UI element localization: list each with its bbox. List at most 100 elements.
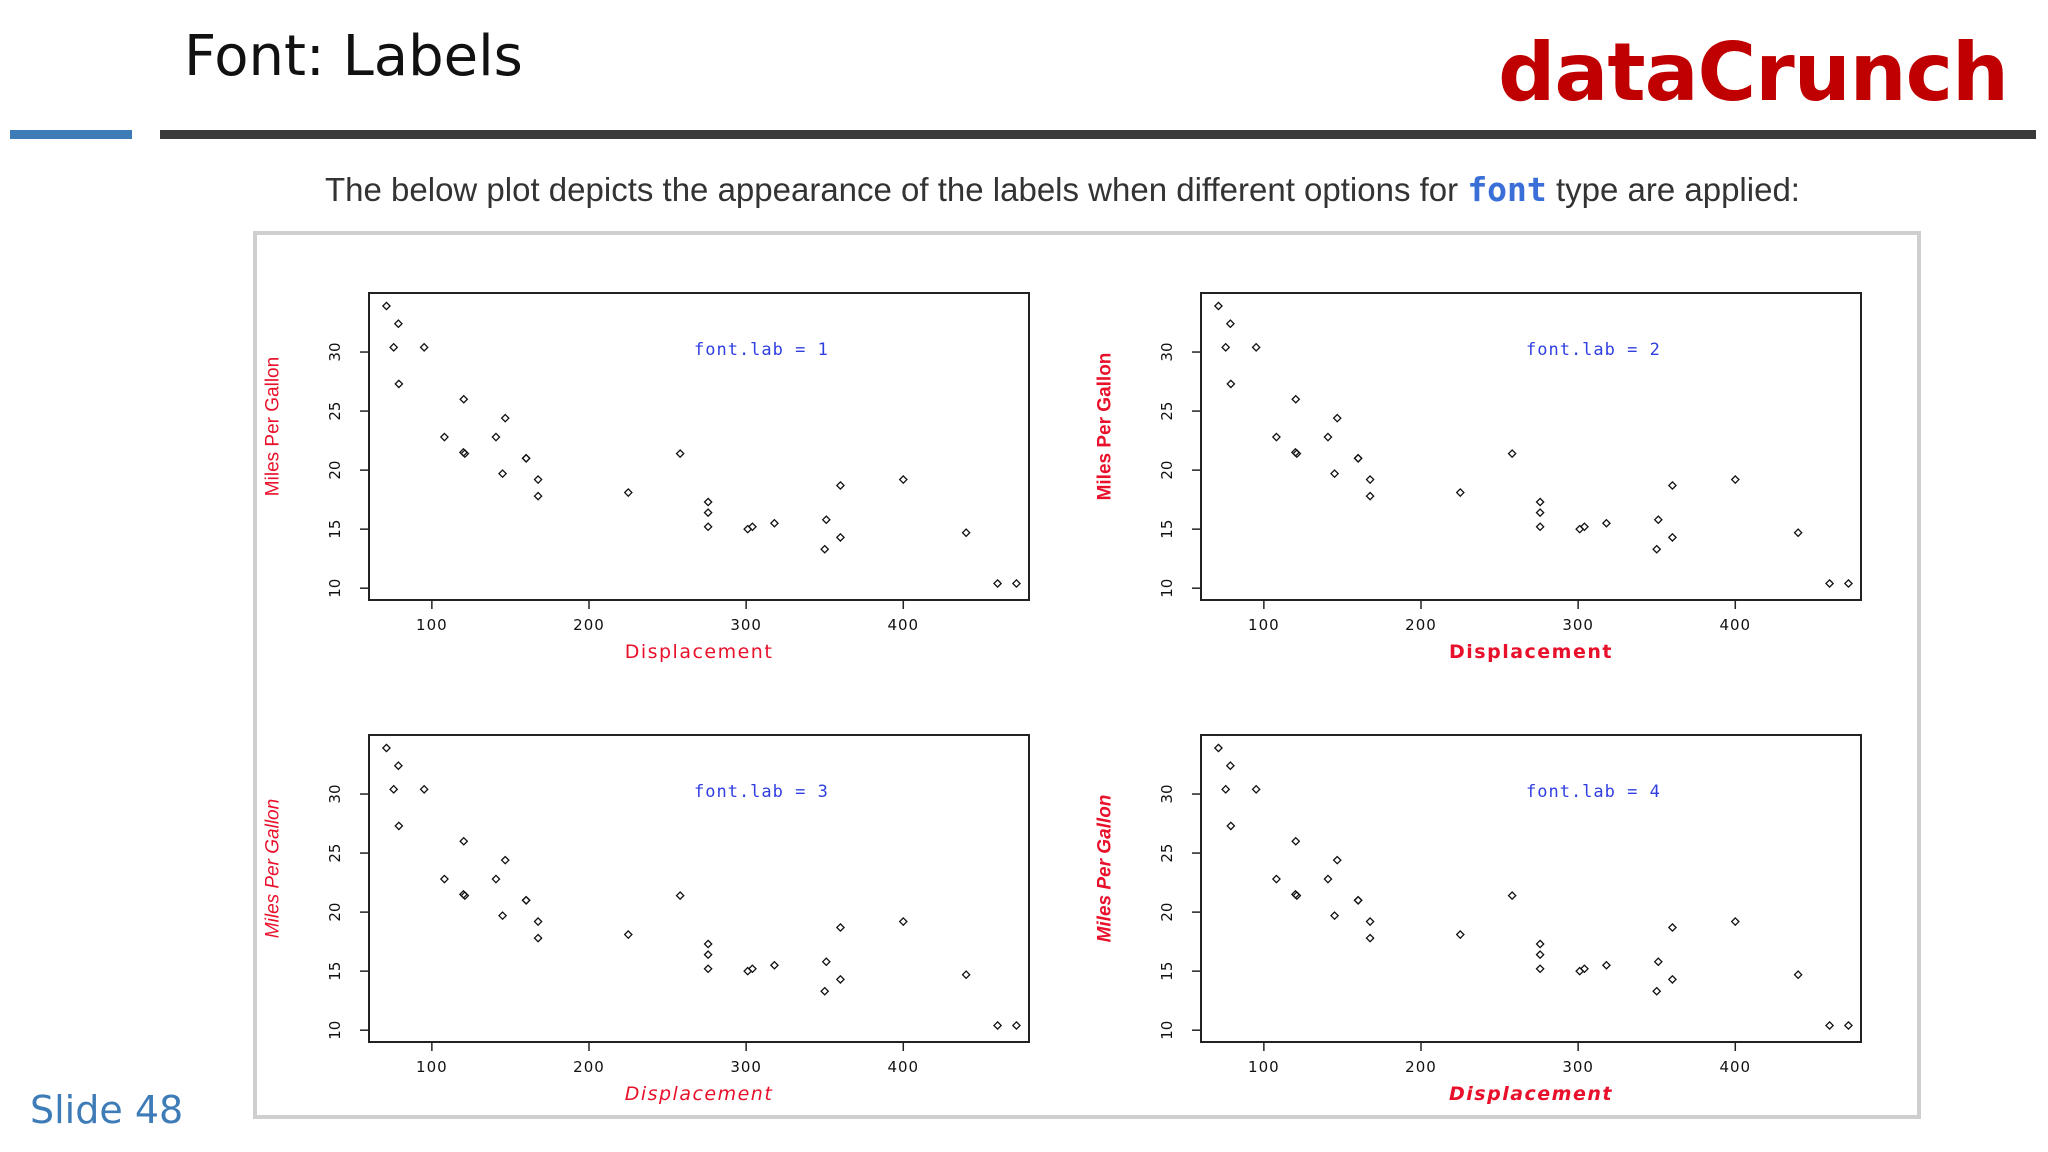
y-tick-label: 25 bbox=[326, 844, 344, 863]
data-point bbox=[498, 469, 508, 479]
data-point bbox=[1011, 578, 1021, 588]
data-point bbox=[1330, 469, 1340, 479]
data-point bbox=[1793, 528, 1803, 538]
intro-text-before: The below plot depicts the appearance of… bbox=[325, 171, 1459, 208]
plot-annotation: font.lab = 3 bbox=[694, 782, 829, 802]
data-point bbox=[460, 449, 470, 459]
y-tick-label: 25 bbox=[1158, 402, 1176, 421]
data-point bbox=[1226, 379, 1236, 389]
data-point bbox=[1653, 957, 1663, 967]
y-tick-label: 15 bbox=[326, 962, 344, 981]
data-point bbox=[500, 855, 510, 865]
data-point bbox=[835, 480, 845, 490]
data-point bbox=[703, 497, 713, 507]
x-tick-label: 100 bbox=[416, 616, 448, 634]
data-point bbox=[1323, 874, 1333, 884]
data-point bbox=[1221, 784, 1231, 794]
data-point bbox=[498, 911, 508, 921]
data-point bbox=[1535, 508, 1545, 518]
data-point bbox=[1579, 522, 1589, 532]
data-point bbox=[1575, 966, 1585, 976]
x-tick-label: 300 bbox=[730, 1058, 762, 1076]
data-point bbox=[419, 784, 429, 794]
x-tick-label: 400 bbox=[887, 616, 919, 634]
data-point bbox=[835, 974, 845, 984]
data-point bbox=[381, 743, 391, 753]
data-point bbox=[1292, 449, 1302, 459]
data-point bbox=[1601, 518, 1611, 528]
data-point bbox=[703, 522, 713, 532]
x-tick-label: 400 bbox=[1719, 616, 1751, 634]
x-axis-label: Displacement bbox=[1449, 1083, 1613, 1105]
y-tick-label: 10 bbox=[326, 1021, 344, 1040]
data-point bbox=[1507, 449, 1517, 459]
data-point bbox=[1843, 1020, 1853, 1030]
data-point bbox=[623, 488, 633, 498]
data-point bbox=[1535, 497, 1545, 507]
x-tick-label: 300 bbox=[730, 616, 762, 634]
data-point bbox=[743, 524, 753, 534]
data-point bbox=[389, 784, 399, 794]
y-tick-label: 20 bbox=[1158, 461, 1176, 480]
data-point bbox=[1011, 1020, 1021, 1030]
data-point bbox=[1353, 453, 1363, 463]
data-point bbox=[821, 515, 831, 525]
x-tick-label: 100 bbox=[416, 1058, 448, 1076]
data-point bbox=[394, 821, 404, 831]
data-point bbox=[1332, 855, 1342, 865]
data-point bbox=[835, 922, 845, 932]
data-point bbox=[769, 960, 779, 970]
data-point bbox=[993, 1020, 1003, 1030]
intro-text-after: type are applied: bbox=[1555, 171, 1800, 208]
data-point bbox=[1535, 950, 1545, 960]
y-tick-label: 10 bbox=[1158, 579, 1176, 598]
y-tick-label: 10 bbox=[1158, 1021, 1176, 1040]
data-point bbox=[1271, 432, 1281, 442]
data-point bbox=[1535, 939, 1545, 949]
data-point bbox=[533, 917, 543, 927]
data-point bbox=[1579, 964, 1589, 974]
data-point bbox=[1213, 743, 1223, 753]
data-point bbox=[1730, 475, 1740, 485]
data-point bbox=[820, 544, 830, 554]
data-point bbox=[533, 933, 543, 943]
data-point bbox=[1667, 532, 1677, 542]
x-axis-label: Displacement bbox=[625, 641, 774, 663]
data-point bbox=[419, 342, 429, 352]
data-point bbox=[747, 522, 757, 532]
data-point bbox=[1843, 578, 1853, 588]
data-point bbox=[1652, 986, 1662, 996]
y-axis-label: Miles Per Gallon bbox=[263, 799, 284, 938]
x-axis-label: Displacement bbox=[1449, 641, 1613, 663]
x-tick-label: 100 bbox=[1248, 1058, 1280, 1076]
data-point bbox=[459, 836, 469, 846]
data-point bbox=[1251, 342, 1261, 352]
data-point bbox=[747, 964, 757, 974]
data-point bbox=[1455, 488, 1465, 498]
data-point bbox=[521, 453, 531, 463]
data-point bbox=[1653, 515, 1663, 525]
data-point bbox=[1667, 480, 1677, 490]
data-point bbox=[1652, 544, 1662, 554]
y-tick-label: 15 bbox=[326, 520, 344, 539]
data-point bbox=[439, 874, 449, 884]
y-tick-label: 20 bbox=[326, 461, 344, 480]
plot-annotation: font.lab = 1 bbox=[694, 340, 829, 360]
data-point bbox=[1601, 960, 1611, 970]
x-tick-label: 300 bbox=[1562, 1058, 1594, 1076]
data-point bbox=[703, 508, 713, 518]
plot-annotation: font.lab = 4 bbox=[1526, 782, 1661, 802]
data-point bbox=[835, 532, 845, 542]
data-point bbox=[898, 917, 908, 927]
data-point bbox=[1365, 917, 1375, 927]
data-point bbox=[1332, 413, 1342, 423]
y-tick-label: 25 bbox=[326, 402, 344, 421]
data-point bbox=[1330, 911, 1340, 921]
data-point bbox=[1353, 453, 1363, 463]
x-tick-label: 100 bbox=[1248, 616, 1280, 634]
chart-panel-4: 100 200 300 400 10 15 20 25 30 Displacement Miles … bbox=[1095, 734, 1862, 1105]
data-point bbox=[1225, 761, 1235, 771]
data-point bbox=[1213, 301, 1223, 311]
y-tick-label: 30 bbox=[1158, 784, 1176, 803]
plot-panel: 100 200 300 400 10 15 20 25 30 Displacement Miles … bbox=[253, 231, 1921, 1119]
